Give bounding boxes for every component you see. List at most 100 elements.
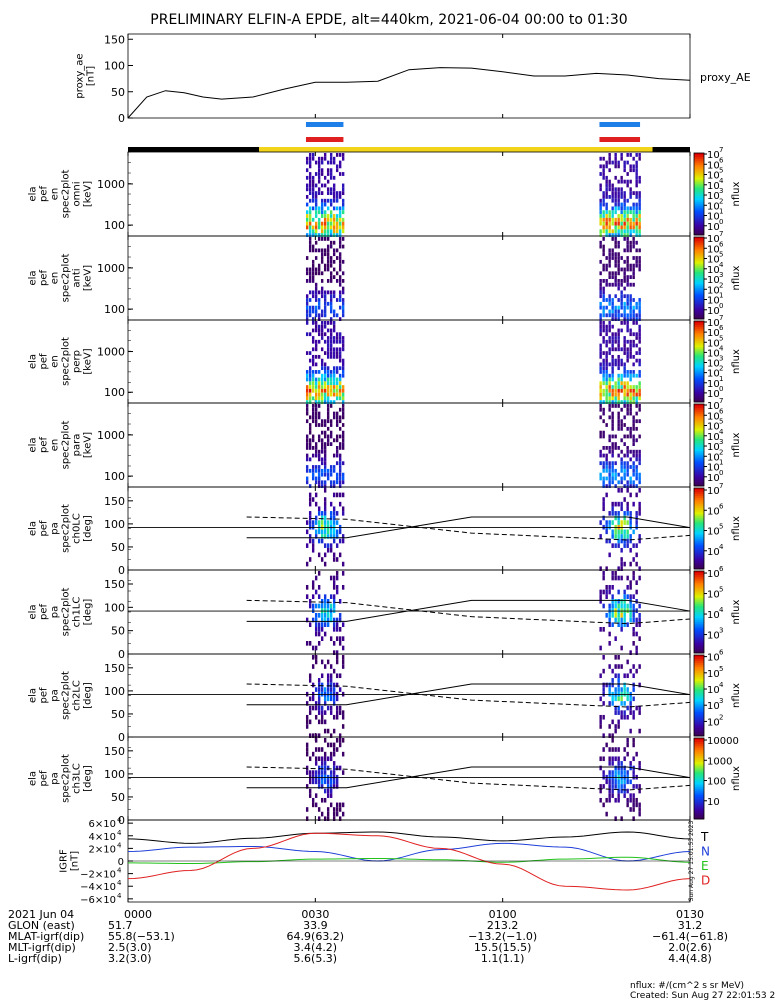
panel-spec_para-cells — [305, 404, 641, 488]
heatmap-cell — [311, 198, 315, 203]
ylabel-line: proxy_ae — [75, 53, 86, 98]
heatmap-cell — [311, 404, 315, 408]
heatmap-cell — [602, 225, 605, 230]
heatmap-cell — [611, 298, 614, 302]
heatmap-cell — [326, 187, 330, 192]
x-axis-row-value: 0100 — [489, 908, 517, 921]
heatmap-cell — [632, 449, 635, 454]
heatmap-cell — [620, 294, 623, 299]
heatmap-cell — [308, 396, 312, 401]
heatmap-cell — [611, 575, 614, 581]
heatmap-cell — [320, 687, 324, 692]
heatmap-cell — [329, 256, 333, 260]
heatmap-cell — [623, 765, 626, 771]
heatmap-cell — [626, 339, 629, 344]
heatmap-cell — [632, 453, 635, 458]
heatmap-cell — [341, 438, 345, 443]
heatmap-cell — [599, 259, 602, 264]
heatmap-cell — [617, 793, 620, 798]
heatmap-cell — [608, 214, 611, 218]
footer-units: nflux: #/(cm^2 s sr MeV) — [630, 981, 744, 991]
heatmap-cell — [632, 465, 635, 469]
heatmap-cell — [617, 501, 620, 507]
heatmap-cell — [320, 198, 324, 203]
heatmap-cell — [611, 339, 614, 344]
heatmap-cell — [335, 710, 339, 715]
heatmap-cell — [602, 682, 605, 688]
y-tick-label: −6×10 — [80, 895, 116, 906]
heatmap-cell — [326, 407, 330, 412]
heatmap-cell — [338, 687, 342, 692]
heatmap-cell — [311, 645, 315, 651]
heatmap-cell — [614, 385, 617, 389]
colorbar-cell — [694, 406, 704, 409]
heatmap-cell — [338, 442, 342, 446]
heatmap-cell — [635, 351, 638, 355]
heatmap-cell — [314, 529, 318, 535]
heatmap-cell — [320, 538, 324, 544]
heatmap-cell — [320, 252, 324, 257]
heatmap-cell — [320, 627, 324, 632]
heatmap-cell — [617, 575, 620, 581]
colorbar-cell — [694, 665, 704, 668]
heatmap-cell — [308, 497, 312, 502]
heatmap-cell — [620, 566, 623, 571]
colorbar-tick-exponent: 6 — [719, 565, 724, 573]
heatmap-cell — [314, 701, 318, 706]
colorbar-tick-exponent: 6 — [719, 324, 724, 332]
heatmap-cell — [317, 457, 321, 462]
heatmap-cell — [329, 347, 333, 352]
colorbar-tick-label: 10 — [707, 160, 720, 171]
heatmap-cell — [305, 321, 309, 325]
heatmap-cell — [326, 793, 330, 798]
heatmap-cell — [335, 472, 339, 477]
heatmap-cell — [332, 599, 336, 604]
heatmap-cell — [335, 682, 339, 688]
heatmap-cell — [329, 682, 333, 688]
heatmap-cell — [623, 202, 626, 207]
heatmap-cell — [638, 461, 641, 466]
heatmap-cell — [617, 214, 620, 218]
heatmap-cell — [617, 160, 620, 165]
heatmap-cell — [323, 214, 327, 218]
colorbar-tick-exponent: 5 — [719, 334, 723, 342]
colorbar-cell — [694, 341, 704, 344]
heatmap-cell — [608, 538, 611, 544]
heatmap-cell — [611, 779, 614, 785]
colorbar-cell — [694, 552, 704, 556]
colorbar-cell — [694, 772, 704, 775]
heatmap-cell — [620, 373, 623, 378]
heatmap-cell — [635, 392, 638, 397]
colorbar-cell — [694, 473, 704, 477]
heatmap-cell — [338, 388, 342, 393]
x-axis-row-value: 55.8(−53.1) — [108, 930, 175, 943]
proxy-ae-line — [127, 67, 691, 119]
heatmap-cell — [305, 407, 309, 412]
x-axis-row-label: 2021 Jun 04 — [8, 908, 74, 921]
heatmap-cell — [341, 298, 345, 302]
heatmap-cell — [623, 275, 626, 279]
heatmap-cell — [314, 515, 318, 521]
colorbar-cell — [694, 337, 704, 340]
heatmap-cell — [338, 636, 342, 641]
heatmap-cell — [323, 313, 327, 318]
heatmap-cell — [332, 381, 336, 386]
heatmap-cell — [626, 529, 629, 535]
heatmap-cell — [623, 305, 626, 310]
heatmap-cell — [614, 472, 617, 477]
heatmap-cell — [623, 294, 626, 299]
heatmap-cell — [323, 248, 327, 253]
heatmap-cell — [332, 195, 336, 199]
heatmap-cell — [608, 381, 611, 386]
science-zone-red-bar — [599, 137, 641, 142]
heatmap-cell — [320, 714, 324, 720]
heatmap-cell — [320, 719, 324, 725]
heatmap-cell — [611, 252, 614, 257]
colorbar-cell — [694, 300, 704, 304]
heatmap-cell — [635, 802, 638, 808]
heatmap-cell — [599, 388, 602, 393]
ylabel-line: ela — [28, 186, 39, 201]
heatmap-cell — [617, 761, 620, 766]
heatmap-cell — [320, 309, 324, 314]
heatmap-cell — [326, 438, 330, 443]
